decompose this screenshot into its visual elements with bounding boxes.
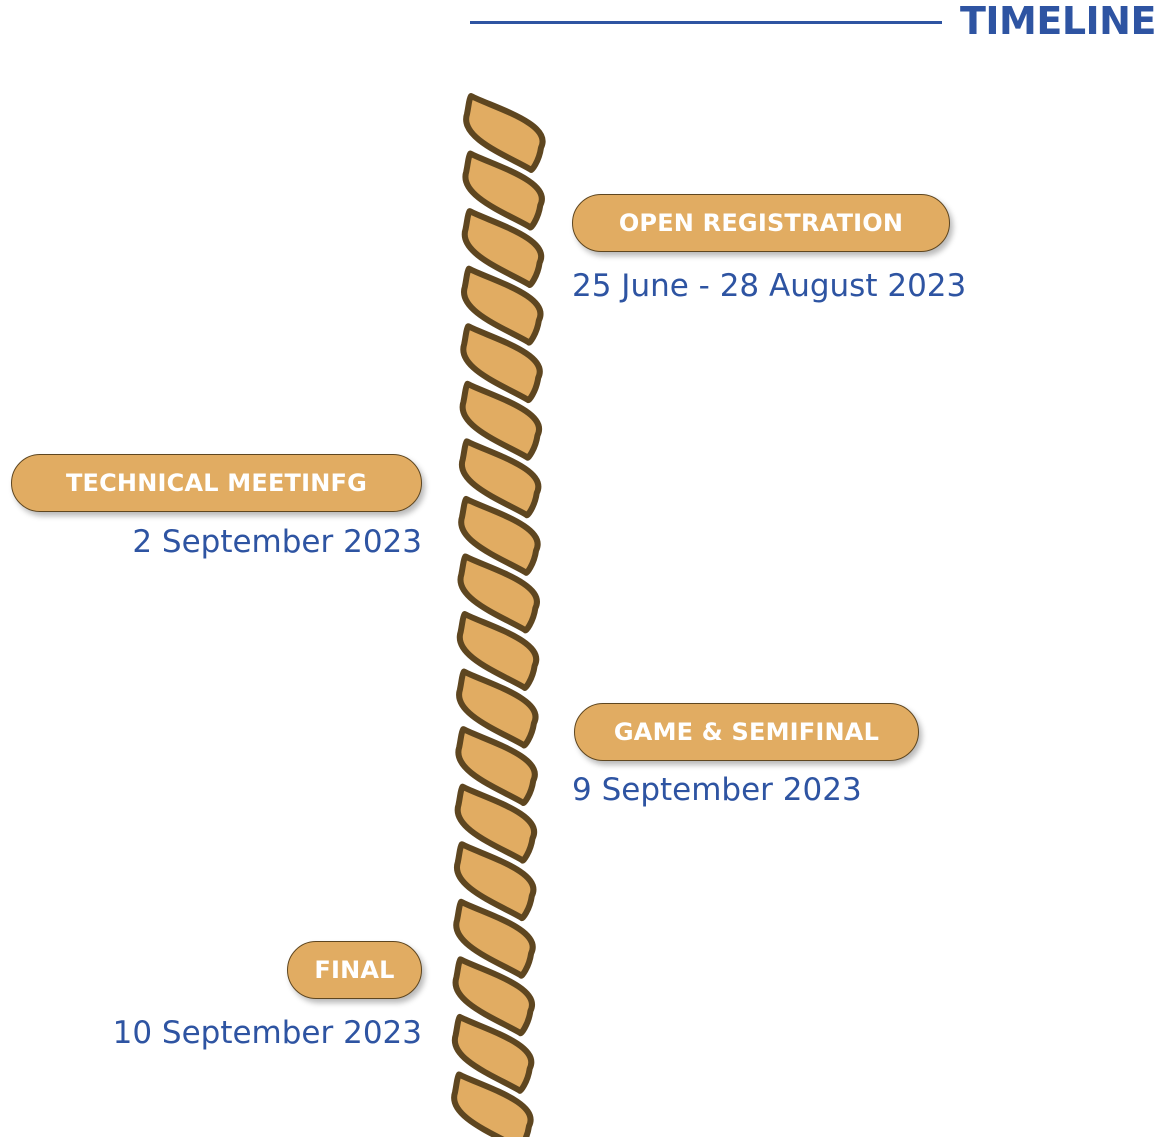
rope-strand: [460, 323, 543, 404]
rope-strand: [461, 208, 545, 288]
event-label-final: FINAL: [287, 941, 422, 999]
rope-strand: [458, 495, 541, 576]
event-date-game-semifinal: 9 September 2023: [572, 772, 862, 808]
event-label-technical-meeting: TECHNICAL MEETINFG: [11, 454, 422, 512]
event-date-open-registration: 25 June - 28 August 2023: [572, 268, 967, 304]
rope-strand: [451, 1013, 535, 1094]
rope-strand: [453, 841, 537, 922]
event-date-final: 10 September 2023: [112, 1015, 422, 1051]
header-rule: [470, 21, 942, 24]
rope-strand: [458, 438, 542, 519]
event-label-game-semifinal: GAME & SEMIFINAL: [574, 703, 919, 761]
rope-strand: [452, 956, 535, 1037]
rope-strand: [454, 783, 538, 864]
rope-strand: [455, 726, 538, 806]
rope-strand: [456, 668, 539, 749]
rope-strand: [462, 150, 545, 231]
rope-strand: [461, 265, 544, 346]
rope-strand: [451, 1071, 534, 1137]
event-date-technical-meeting: 2 September 2023: [132, 524, 422, 560]
event-label-open-registration: OPEN REGISTRATION: [572, 194, 950, 252]
page-title: TIMELINE: [960, 0, 1156, 43]
rope-strand: [453, 898, 536, 979]
rope-strand: [459, 380, 543, 461]
rope-strand: [463, 93, 546, 173]
rope-strand: [456, 611, 540, 691]
rope-strand: [457, 553, 540, 634]
